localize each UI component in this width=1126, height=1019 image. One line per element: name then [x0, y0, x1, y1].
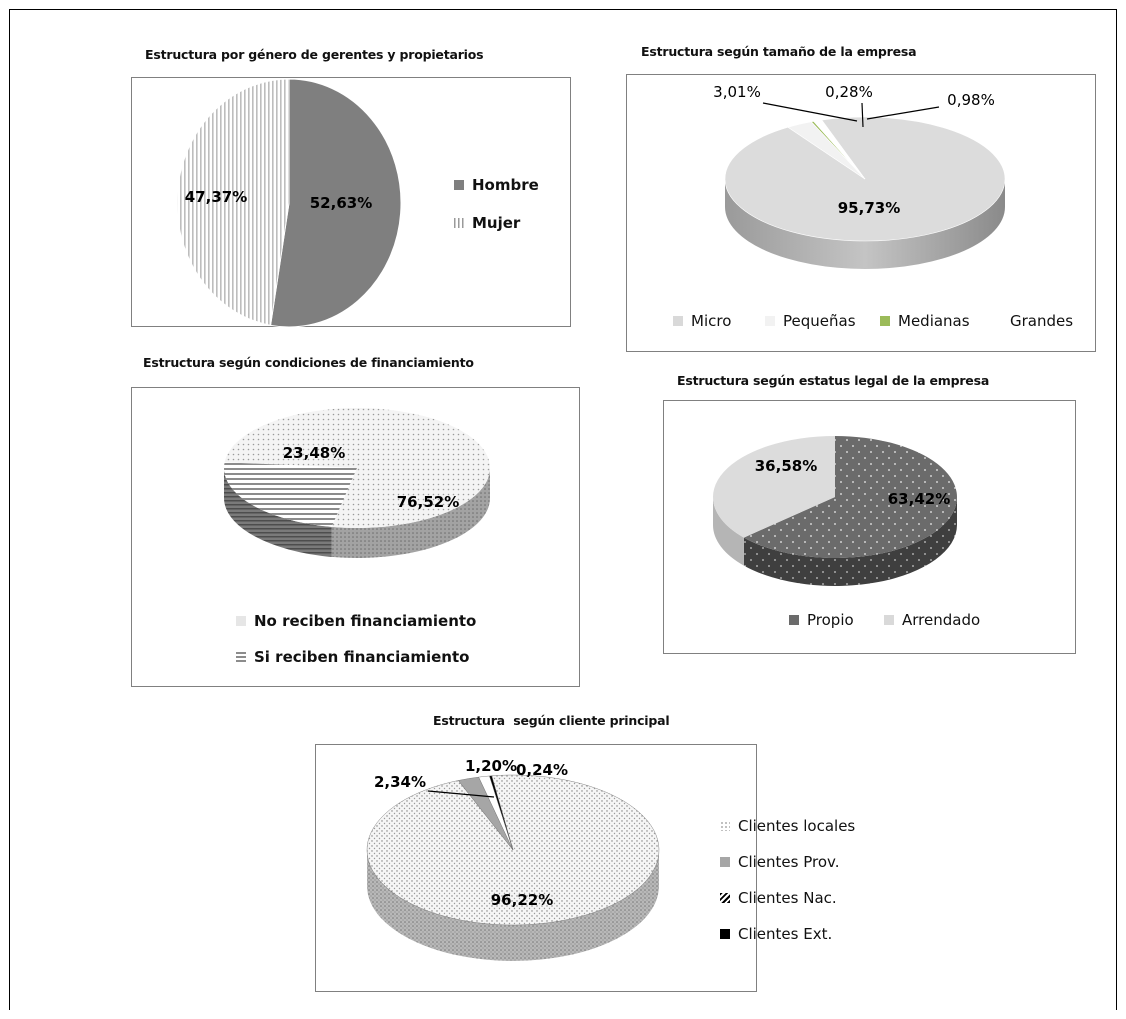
chart5-svg: 96,22% 2,34% 1,20%0,24% — [366, 757, 660, 961]
chart2-label-1: 3,01% — [713, 83, 761, 101]
legend-pequenas-label: Pequeñas — [783, 312, 856, 330]
legend-arrendado-label: Arrendado — [902, 611, 981, 629]
chart5-leader-1 — [427, 790, 495, 798]
chart4-slice-0 — [743, 436, 957, 558]
legend-si-reciben: Si reciben financiamiento — [236, 648, 469, 666]
legend-mujer: Mujer — [454, 214, 520, 232]
chart3-label-1: 23,48% — [283, 444, 345, 462]
chart1-title: Estructura por género de gerentes y prop… — [145, 47, 484, 62]
legend-si-reciben-label: Si reciben financiamiento — [254, 648, 470, 666]
legend-hombre: Hombre — [454, 176, 539, 194]
legend-locales: Clientes locales — [720, 817, 855, 835]
locales-swatch — [720, 821, 730, 831]
prov-swatch — [720, 857, 730, 867]
chart3-box: 76,52% 23,48% No reciben financiamiento S… — [131, 387, 580, 687]
legend-no-reciben-label: No reciben financiamiento — [254, 612, 477, 630]
legend-medianas: Medianas — [880, 312, 970, 330]
grandes-swatch — [992, 316, 1002, 326]
legend-nac: Clientes Nac. — [720, 889, 837, 907]
chart1-label-0: 52,63% — [310, 194, 372, 212]
chart2-label-3: 0,98% — [947, 91, 995, 109]
legend-propio-label: Propio — [807, 611, 854, 629]
chart1-label-1: 47,37% — [185, 188, 247, 206]
chart2-label-0: 95,73% — [838, 199, 900, 217]
chart3-label-0: 76,52% — [397, 493, 459, 511]
chart4-box: 63,42% 36,58% Propio Arrendado — [663, 400, 1076, 654]
chart2-label-2: 0,28% — [825, 83, 873, 101]
chart5-label-2: 1,20% — [465, 757, 517, 775]
legend-no-reciben: No reciben financiamiento — [236, 612, 476, 630]
si-reciben-swatch — [236, 652, 246, 662]
chart4-label-1: 36,58% — [755, 457, 817, 475]
chart3-side-0 — [331, 468, 490, 558]
arrendado-swatch — [884, 615, 894, 625]
micro-swatch — [673, 316, 683, 326]
chart1-box: 52,63% 47,37% Hombre Mujer — [131, 77, 571, 328]
legend-pequenas: Pequeñas — [765, 312, 856, 330]
chart2-side-0 — [725, 179, 1005, 269]
legend-arrendado: Arrendado — [884, 611, 980, 629]
chart5-slice-3 — [489, 775, 514, 851]
legend-micro: Micro — [673, 312, 731, 330]
legend-ext: Clientes Ext. — [720, 925, 832, 943]
chart2-title: Estructura según tamaño de la empresa — [641, 44, 917, 59]
chart3-side-1 — [224, 468, 332, 557]
legend-ext-label: Clientes Ext. — [738, 925, 833, 943]
propio-swatch — [789, 615, 799, 625]
chart2-leader-2 — [861, 102, 864, 128]
mujer-swatch — [454, 218, 464, 228]
chart3-slice-0 — [224, 408, 491, 528]
chart2-slice-3 — [813, 119, 866, 180]
chart2-box: 95,73% 3,01% 0,28% 0,98% Micro Pequeñas Med… — [626, 74, 1096, 352]
legend-hombre-label: Hombre — [472, 176, 539, 194]
chart2-svg: 95,73% 3,01% 0,28% 0,98% — [713, 83, 1006, 269]
chart5-box: 96,22% 2,34% 1,20% 0,24% Clientes locales C… — [315, 744, 855, 992]
chart4-title: Estructura según estatus legal de la emp… — [677, 373, 990, 388]
legend-locales-label: Clientes locales — [738, 817, 856, 835]
chart2-leader-1 — [762, 102, 858, 122]
legend-mujer-label: Mujer — [472, 214, 521, 232]
chart3-slice-1 — [224, 462, 357, 527]
chart5-label-0: 96,22% — [491, 891, 553, 909]
nac-swatch — [720, 893, 730, 903]
chart4-svg: 63,42% 36,58% — [713, 436, 957, 586]
legend-prov-label: Clientes Prov. — [738, 853, 840, 871]
no-reciben-swatch — [236, 616, 246, 626]
chart1-slice-0 — [270, 78, 402, 328]
chart1-svg: 52,63% 47,37% — [176, 78, 402, 328]
chart5-label-1: 2,34% — [374, 773, 426, 791]
chart1-slice-1 — [176, 78, 290, 326]
pequenas-swatch — [765, 316, 775, 326]
chart5-side-0 — [367, 850, 659, 961]
chart2-leader-3 — [866, 106, 940, 120]
figure-frame — [9, 9, 1117, 1010]
legend-nac-label: Clientes Nac. — [738, 889, 837, 907]
chart4-label-0: 63,42% — [888, 490, 950, 508]
chart4-side-1 — [713, 497, 744, 566]
chart5-title: Estructura según cliente principal — [433, 713, 670, 728]
medianas-swatch — [880, 316, 890, 326]
legend-medianas-label: Medianas — [898, 312, 970, 330]
chart4-side-0 — [743, 497, 957, 586]
legend-grandes: Grandes — [992, 312, 1073, 330]
hombre-swatch — [454, 180, 464, 190]
ext-swatch — [720, 929, 730, 939]
chart5-label-3: 0,24% — [516, 761, 568, 779]
chart3-title: Estructura según condiciones de financia… — [143, 355, 474, 370]
legend-propio: Propio — [789, 611, 854, 629]
chart3-svg: 76,52% 23,48% — [224, 408, 491, 558]
chart4-slice-1 — [713, 436, 835, 538]
legend-prov: Clientes Prov. — [720, 853, 840, 871]
legend-micro-label: Micro — [691, 312, 732, 330]
legend-grandes-label: Grandes — [1010, 312, 1074, 330]
